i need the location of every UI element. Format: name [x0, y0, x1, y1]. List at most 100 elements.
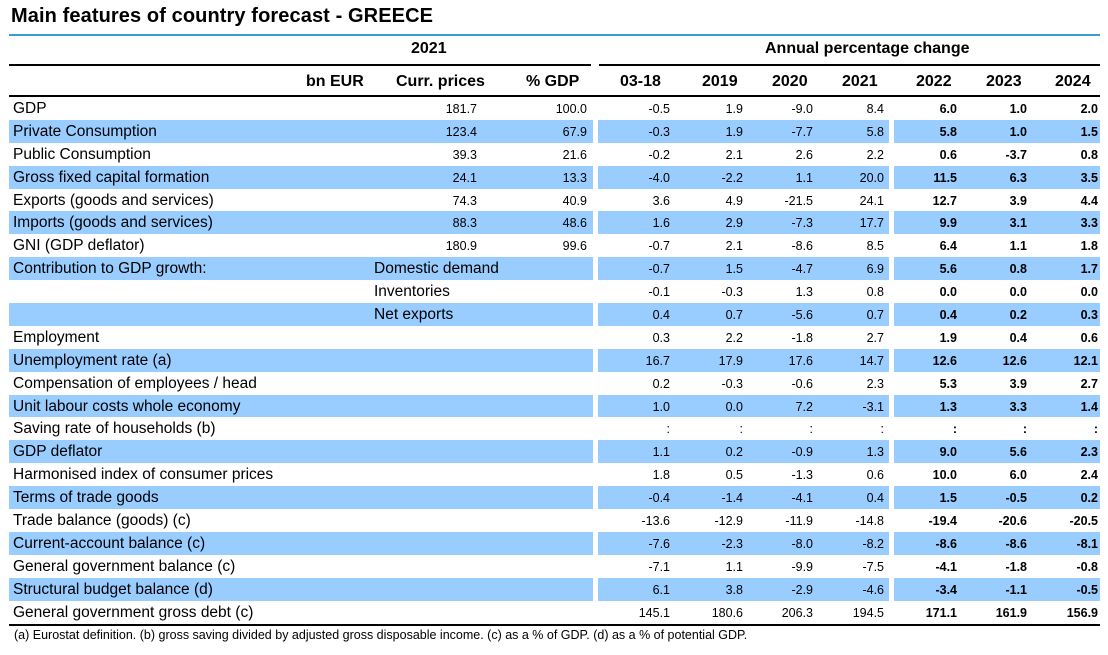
col-header-2022: 2022	[916, 73, 952, 90]
cell-value: 1.9	[725, 102, 743, 116]
cell-value: 171.1	[925, 605, 957, 620]
cell-value: 180.9	[445, 239, 477, 254]
cell-value: 12.1	[1073, 353, 1098, 368]
column-gap	[889, 577, 894, 601]
cell-value: -8.2	[862, 536, 884, 551]
row-label: GDP deflator	[13, 443, 103, 461]
cell-value: 12.6	[932, 353, 957, 368]
cell-value: 24.1	[452, 170, 477, 185]
cell-value: -8.1	[1076, 536, 1098, 551]
cell-value: 3.3	[1080, 216, 1098, 231]
cell-value: :	[666, 422, 670, 437]
cell-value: 1.0	[652, 399, 670, 414]
cell-value: 67.9	[562, 124, 587, 139]
column-gap	[593, 211, 598, 235]
cell-value: 48.6	[562, 216, 587, 231]
col-header-curr-prices: Curr. prices	[396, 73, 485, 90]
cell-value: -12.9	[714, 514, 744, 529]
cell-value: -8.0	[791, 536, 813, 551]
cell-value: 3.6	[652, 193, 670, 208]
cell-value: -3.1	[862, 399, 884, 414]
column-gap	[889, 440, 894, 464]
cell-value: 0.8	[866, 285, 884, 300]
title-rule	[9, 34, 1100, 36]
cell-value: 2.6	[795, 147, 813, 162]
forecast-table: GDP 181.7 100.0 -0.5 1.9 -9.0 8.4 6.0 1.0 2.0 Priv…	[9, 97, 1100, 623]
row-label: Contribution to GDP growth:	[13, 260, 207, 278]
table-row: Current-account balance (c) -7.6 -2.3 -8.0 -…	[9, 531, 1100, 555]
cell-value: 1.3	[939, 399, 957, 414]
table-row: General government balance (c) -7.1 1.1 -9.…	[9, 555, 1100, 578]
cell-value: :	[1093, 422, 1098, 437]
column-gap	[889, 119, 894, 143]
cell-value: 3.1	[1009, 216, 1027, 231]
row-label: Imports (goods and services)	[13, 214, 213, 232]
cell-value: -0.5	[1076, 582, 1098, 597]
cell-value: 1.5	[725, 262, 743, 277]
cell-value: -7.1	[648, 559, 670, 574]
cell-value: -4.0	[648, 170, 670, 185]
cell-value: 74.3	[452, 193, 477, 208]
cell-value: 3.5	[1080, 170, 1098, 185]
cell-value: -0.2	[648, 147, 670, 162]
row-label: General government gross debt (c)	[13, 603, 254, 621]
cell-value: 9.0	[939, 445, 957, 460]
column-gap	[593, 303, 598, 326]
cell-value: 1.3	[866, 445, 884, 460]
cell-value: -3.4	[935, 582, 957, 597]
table-row: Unemployment rate (a) 16.7 17.9 17.6 14.7 12.…	[9, 348, 1100, 372]
cell-value: -1.8	[791, 330, 813, 345]
table-row: Structural budget balance (d) 6.1 3.8 -2.9 -…	[9, 577, 1100, 601]
table-row: GDP deflator 1.1 0.2 -0.9 1.3 9.0 5.6 2.3	[9, 440, 1100, 464]
row-label: Unemployment rate (a)	[13, 351, 172, 369]
column-gap	[889, 531, 894, 555]
cell-value: 156.9	[1066, 605, 1098, 620]
cell-value: 0.2	[1080, 491, 1098, 506]
row-label: Exports (goods and services)	[13, 191, 214, 209]
cell-value: 2.7	[866, 330, 884, 345]
header-annual-change: Annual percentage change	[765, 40, 970, 57]
col-header-2024: 2024	[1055, 73, 1091, 90]
cell-value: 21.6	[562, 147, 587, 162]
row-label: Unit labour costs whole economy	[13, 397, 241, 415]
cell-value: 0.0	[725, 399, 743, 414]
cell-value: 4.4	[1080, 193, 1098, 208]
cell-value: 0.4	[939, 308, 957, 323]
cell-value: 0.7	[866, 308, 884, 323]
cell-value: 6.0	[1009, 468, 1027, 483]
cell-value: -2.3	[721, 536, 743, 551]
cell-value: 13.3	[562, 170, 587, 185]
cell-value: 2.1	[725, 147, 743, 162]
cell-value: 2.1	[725, 239, 743, 254]
table-row: Gross fixed capital formation 24.1 13.3 -4.…	[9, 165, 1100, 189]
cell-value: 9.9	[939, 216, 957, 231]
cell-value: -0.6	[791, 376, 813, 391]
row-label: Current-account balance (c)	[13, 534, 206, 552]
cell-value: -0.3	[721, 376, 743, 391]
cell-value: 1.1	[725, 559, 743, 574]
cell-value: -1.8	[1005, 559, 1027, 574]
cell-value: 0.0	[939, 285, 957, 300]
cell-value: :	[809, 422, 813, 437]
cell-value: 180.6	[711, 605, 743, 620]
col-header-2020: 2020	[772, 73, 808, 90]
table-row: Imports (goods and services) 88.3 48.6 1.6 2…	[9, 211, 1100, 235]
cell-value: -0.7	[648, 239, 670, 254]
cell-value: -8.6	[791, 239, 813, 254]
cell-value: 0.2	[652, 376, 670, 391]
column-gap	[889, 394, 894, 418]
cell-value: 5.6	[939, 262, 957, 277]
cell-value: 39.3	[452, 147, 477, 162]
cell-value: 2.7	[1080, 376, 1098, 391]
cell-value: 5.8	[866, 124, 884, 139]
cell-value: :	[739, 422, 743, 437]
cell-value: 1.9	[939, 330, 957, 345]
cell-value: -13.6	[641, 514, 671, 529]
cell-value: -0.1	[648, 285, 670, 300]
cell-value: 145.1	[638, 605, 670, 620]
cell-value: 6.0	[939, 102, 957, 116]
cell-value: -4.1	[935, 559, 957, 574]
cell-value: -1.3	[791, 468, 813, 483]
cell-value: -7.7	[791, 124, 813, 139]
table-row: Private Consumption 123.4 67.9 -0.3 1.9 -7.7 5…	[9, 119, 1100, 143]
